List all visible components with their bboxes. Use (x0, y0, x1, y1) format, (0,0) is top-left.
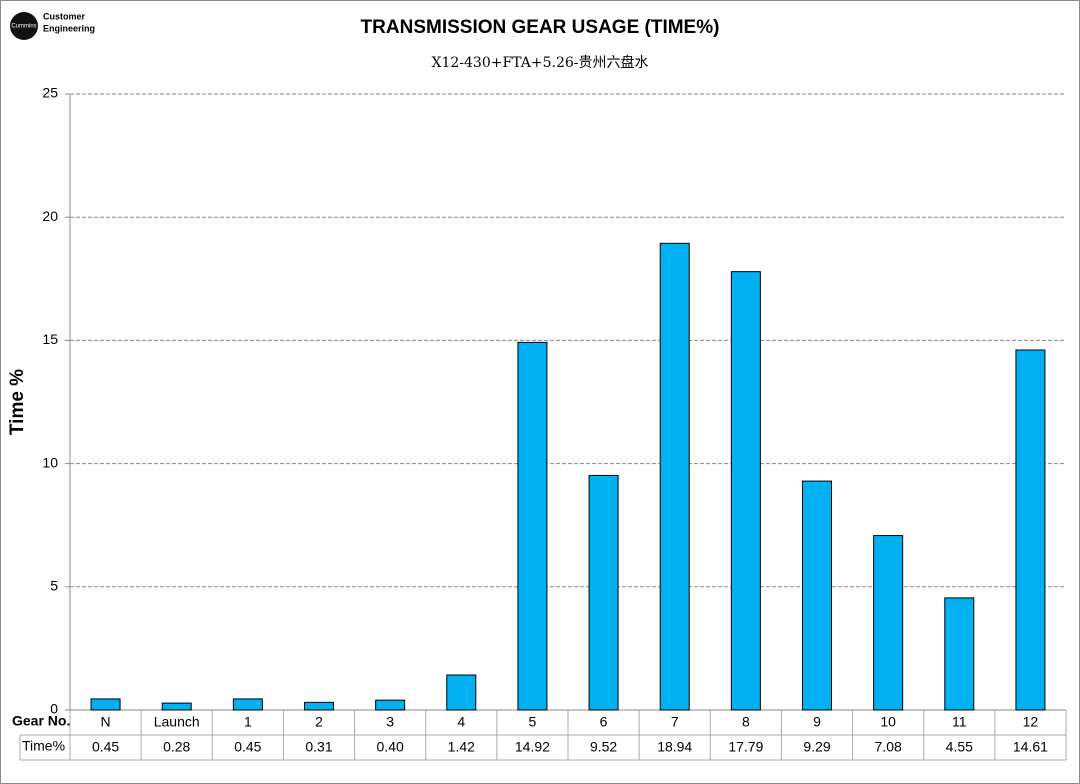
bar (232, 698, 263, 711)
value-label: 9.52 (590, 739, 617, 755)
chart-title: TRANSMISSION GEAR USAGE (TIME%) (361, 17, 720, 38)
x-tick-label: 10 (880, 714, 896, 730)
y-tick-label: 15 (42, 331, 58, 347)
value-label: 4.55 (946, 739, 973, 755)
value-label: 0.45 (234, 739, 261, 755)
logo: Cummins Customer Engineering (10, 11, 95, 40)
logo-mark (10, 12, 38, 40)
bar (1015, 349, 1046, 711)
x-tick-label: 9 (813, 714, 821, 730)
y-tick-label: 0 (50, 701, 58, 717)
y-tick-label: 5 (50, 578, 58, 594)
value-label: 14.61 (1013, 739, 1048, 755)
logo-text: Engineering (43, 23, 95, 33)
bar (161, 702, 192, 711)
bar (304, 701, 334, 711)
bar (659, 242, 690, 711)
bar (375, 699, 406, 711)
x-tick-label: 4 (457, 714, 465, 730)
bar (730, 271, 761, 711)
table-row-label: Time% (22, 738, 65, 754)
value-label: 17.79 (728, 739, 763, 755)
x-tick-label: 12 (1023, 714, 1039, 730)
table-row-label: Gear No. (12, 713, 70, 729)
x-tick-label: 7 (671, 714, 679, 730)
value-label: 0.28 (163, 739, 190, 755)
value-label: 14.92 (515, 739, 550, 755)
y-tick-label: 25 (42, 85, 58, 101)
x-tick-label: 3 (386, 714, 394, 730)
x-tick-label: 6 (600, 714, 608, 730)
bar (446, 674, 477, 711)
value-label: 9.29 (803, 739, 830, 755)
x-tick-label: 11 (952, 714, 967, 730)
y-tick-label: 10 (42, 454, 58, 470)
value-label: 7.08 (875, 739, 902, 755)
x-tick-label: 5 (529, 714, 537, 730)
logo-text: Customer (43, 11, 86, 21)
value-label: 0.45 (92, 739, 119, 755)
x-tick-label: Launch (154, 714, 200, 730)
value-label: 1.42 (448, 739, 475, 755)
y-tick-label: 20 (42, 208, 58, 224)
bar (517, 341, 548, 711)
bar (588, 474, 619, 711)
x-tick-label: 8 (742, 714, 750, 730)
value-label: 0.40 (377, 739, 404, 755)
x-tick-label: N (101, 714, 111, 730)
bar (944, 597, 975, 711)
bar (802, 480, 832, 711)
logo-brand: Cummins (11, 24, 36, 30)
value-label: 0.31 (305, 739, 332, 755)
value-label: 18.94 (657, 739, 692, 755)
bar (90, 698, 121, 711)
chart-subtitle: X12-430+FTA+5.26-贵州六盘水 (432, 54, 649, 71)
x-tick-label: 1 (244, 714, 252, 730)
bar (873, 535, 904, 711)
y-axis-label: Time % (7, 369, 28, 435)
x-tick-label: 2 (315, 714, 323, 730)
